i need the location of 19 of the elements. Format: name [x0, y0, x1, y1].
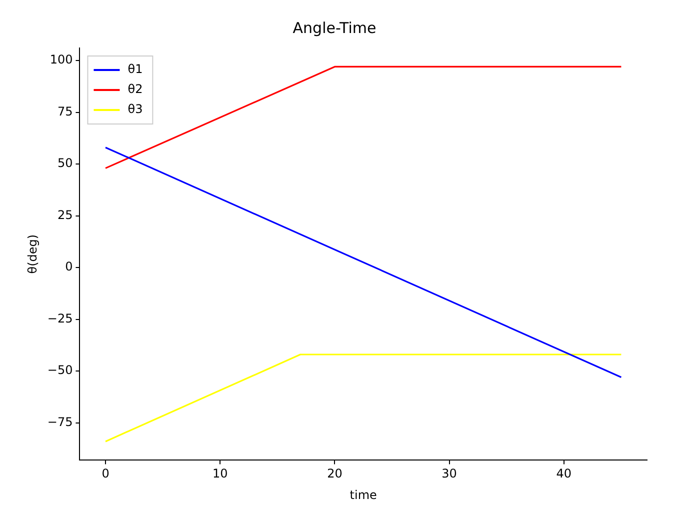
y-tick-label: 25: [57, 208, 73, 222]
y-tick-label: −50: [47, 363, 73, 378]
legend-label: θ1: [128, 62, 143, 76]
chart-title: Angle-Time: [292, 18, 376, 37]
y-tick-label: −75: [47, 414, 73, 429]
x-tick-label: 40: [556, 466, 572, 481]
y-tick-label: 75: [57, 104, 73, 118]
x-tick-label: 10: [212, 466, 228, 481]
y-axis-title: θ(deg): [25, 234, 40, 274]
legend-label: θ2: [128, 82, 143, 96]
y-tick-label: 0: [65, 260, 73, 274]
x-axis-title: time: [350, 488, 377, 502]
y-tick-label: 100: [50, 52, 73, 67]
x-tick-label: 20: [327, 466, 342, 481]
x-tick-label: 0: [102, 466, 110, 481]
y-tick-label: 50: [57, 156, 73, 170]
legend-label: θ3: [128, 102, 143, 116]
x-tick-label: 30: [442, 466, 457, 481]
y-tick-label: −25: [47, 311, 73, 326]
